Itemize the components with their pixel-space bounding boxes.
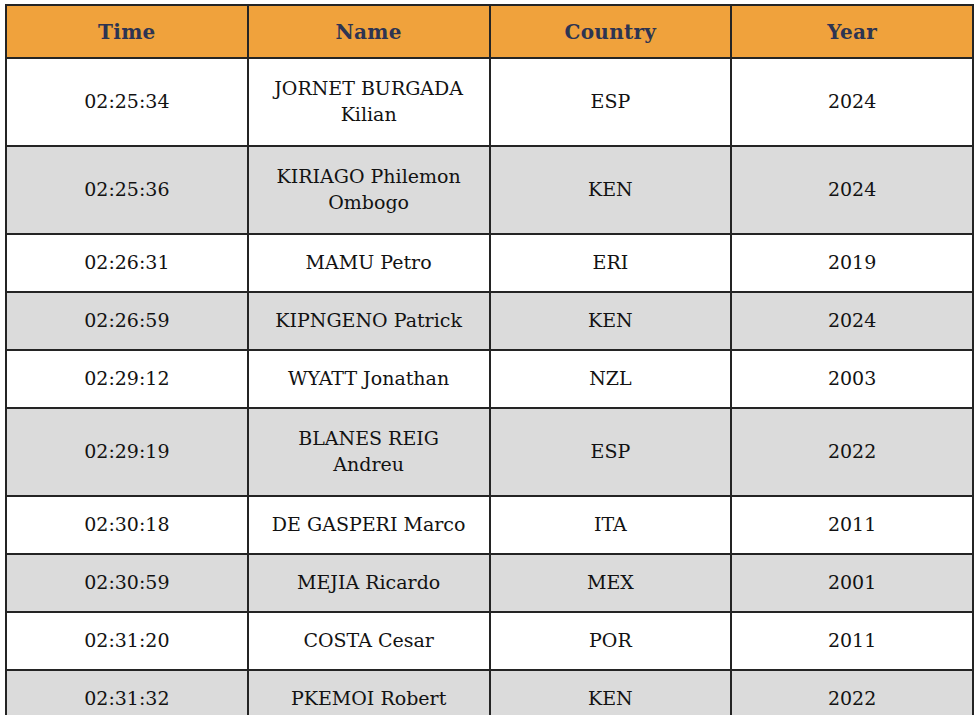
cell-time: 02:25:34: [6, 58, 248, 146]
cell-year: 2019: [731, 234, 973, 292]
column-header-time: Time: [6, 5, 248, 58]
table-row: 02:26:31MAMU PetroERI2019: [6, 234, 973, 292]
cell-time: 02:25:36: [6, 146, 248, 234]
cell-year: 2022: [731, 670, 973, 715]
cell-year: 2022: [731, 408, 973, 496]
cell-name: WYATT Jonathan: [248, 350, 490, 408]
table-row: 02:30:59MEJIA RicardoMEX2001: [6, 554, 973, 612]
cell-time: 02:26:31: [6, 234, 248, 292]
table-header: TimeNameCountryYear: [6, 5, 973, 58]
table-row: 02:29:19BLANES REIGAndreuESP2022: [6, 408, 973, 496]
cell-country: KEN: [490, 292, 732, 350]
column-header-year: Year: [731, 5, 973, 58]
cell-time: 02:30:18: [6, 496, 248, 554]
table-row: 02:30:18DE GASPERI MarcoITA2011: [6, 496, 973, 554]
cell-time: 02:31:20: [6, 612, 248, 670]
header-row: TimeNameCountryYear: [6, 5, 973, 58]
cell-name: BLANES REIGAndreu: [248, 408, 490, 496]
cell-country: ERI: [490, 234, 732, 292]
cell-name: COSTA Cesar: [248, 612, 490, 670]
cell-name: MAMU Petro: [248, 234, 490, 292]
cell-country: KEN: [490, 146, 732, 234]
cell-name: MEJIA Ricardo: [248, 554, 490, 612]
cell-year: 2011: [731, 496, 973, 554]
cell-country: ITA: [490, 496, 732, 554]
table-row: 02:25:36KIRIAGO PhilemonOmbogoKEN2024: [6, 146, 973, 234]
cell-name: KIPNGENO Patrick: [248, 292, 490, 350]
cell-year: 2024: [731, 146, 973, 234]
cell-name: KIRIAGO PhilemonOmbogo: [248, 146, 490, 234]
cell-name: PKEMOI Robert: [248, 670, 490, 715]
cell-year: 2011: [731, 612, 973, 670]
table-row: 02:26:59KIPNGENO PatrickKEN2024: [6, 292, 973, 350]
table-row: 02:29:12WYATT JonathanNZL2003: [6, 350, 973, 408]
table-row: 02:31:20COSTA CesarPOR2011: [6, 612, 973, 670]
column-header-country: Country: [490, 5, 732, 58]
cell-country: ESP: [490, 58, 732, 146]
table-body: 02:25:34JORNET BURGADAKilianESP202402:25…: [6, 58, 973, 715]
results-table-container: TimeNameCountryYear 02:25:34JORNET BURGA…: [0, 0, 980, 715]
cell-country: ESP: [490, 408, 732, 496]
cell-year: 2024: [731, 292, 973, 350]
table-row: 02:31:32PKEMOI RobertKEN2022: [6, 670, 973, 715]
cell-name: JORNET BURGADAKilian: [248, 58, 490, 146]
cell-country: KEN: [490, 670, 732, 715]
column-header-name: Name: [248, 5, 490, 58]
cell-time: 02:29:12: [6, 350, 248, 408]
table-row: 02:25:34JORNET BURGADAKilianESP2024: [6, 58, 973, 146]
cell-year: 2024: [731, 58, 973, 146]
cell-time: 02:29:19: [6, 408, 248, 496]
cell-time: 02:30:59: [6, 554, 248, 612]
cell-year: 2003: [731, 350, 973, 408]
cell-country: POR: [490, 612, 732, 670]
cell-name: DE GASPERI Marco: [248, 496, 490, 554]
cell-country: NZL: [490, 350, 732, 408]
cell-country: MEX: [490, 554, 732, 612]
cell-time: 02:26:59: [6, 292, 248, 350]
cell-year: 2001: [731, 554, 973, 612]
records-table: TimeNameCountryYear 02:25:34JORNET BURGA…: [5, 4, 974, 715]
cell-time: 02:31:32: [6, 670, 248, 715]
